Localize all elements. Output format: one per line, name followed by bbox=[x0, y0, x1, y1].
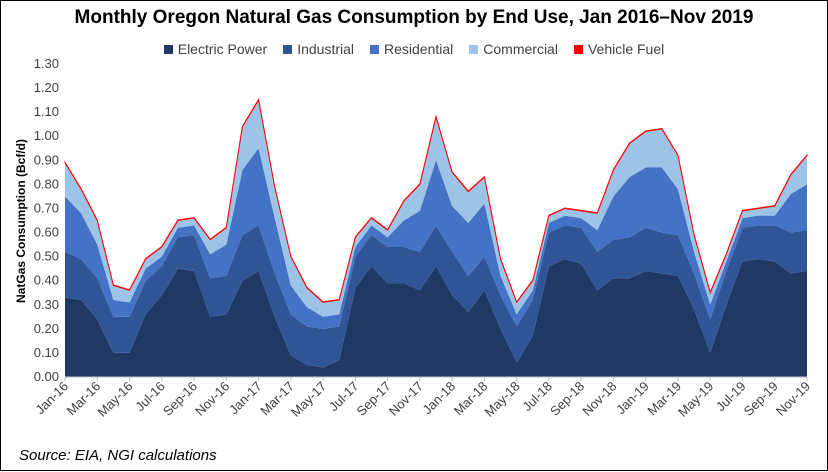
legend-swatch bbox=[163, 44, 173, 54]
y-tick-label: 0.70 bbox=[34, 200, 59, 215]
legend-swatch bbox=[283, 44, 293, 54]
y-tick-label: 0.20 bbox=[34, 321, 59, 336]
x-tick-label: Sep-17 bbox=[353, 379, 393, 419]
y-tick-label: 0.50 bbox=[34, 249, 59, 264]
legend-item-residential: Residential bbox=[370, 41, 453, 57]
legend-swatch bbox=[573, 44, 583, 54]
x-tick-label: Nov-16 bbox=[192, 379, 232, 419]
y-tick-label: 0.90 bbox=[34, 152, 59, 167]
legend-label: Vehicle Fuel bbox=[587, 41, 665, 57]
x-tick-label: Sep-19 bbox=[741, 379, 781, 419]
x-tick-label: May-16 bbox=[94, 379, 135, 420]
legend-label: Residential bbox=[384, 41, 454, 57]
area-residential bbox=[65, 148, 807, 329]
x-tick-label: Nov-18 bbox=[579, 379, 619, 419]
legend-label: Electric Power bbox=[177, 41, 268, 57]
y-tick-label: 0.00 bbox=[34, 369, 59, 384]
legend-item-vehicle-fuel: Vehicle Fuel bbox=[573, 41, 665, 57]
legend-swatch bbox=[469, 44, 479, 54]
legend-item-commercial: Commercial bbox=[469, 41, 558, 57]
area-vehicle-fuel bbox=[64, 98, 808, 304]
area-commercial bbox=[65, 100, 807, 317]
legend-item-electric-power: Electric Power bbox=[163, 41, 268, 57]
y-tick-label: 1.10 bbox=[34, 104, 59, 119]
legend-label: Industrial bbox=[297, 41, 355, 57]
area-electric-power bbox=[65, 259, 807, 377]
x-tick-label: Jan-17 bbox=[226, 379, 265, 418]
legend-label: Commercial bbox=[483, 41, 558, 57]
x-tick-label: Sep-16 bbox=[160, 379, 200, 419]
source-note: Source: EIA, NGI calculations bbox=[19, 447, 217, 464]
legend-swatch bbox=[370, 44, 380, 54]
area-industrial bbox=[65, 225, 807, 368]
legend-item-industrial: Industrial bbox=[283, 41, 354, 57]
y-tick-label: 0.10 bbox=[34, 345, 59, 360]
x-tick-label: Jan-18 bbox=[420, 379, 459, 418]
x-tick-label: Nov-19 bbox=[773, 379, 813, 419]
x-tick-label: May-17 bbox=[288, 379, 329, 420]
y-tick-label: 1.20 bbox=[34, 80, 59, 95]
x-tick-label: Jan-16 bbox=[32, 379, 71, 418]
x-tick-label: Sep-18 bbox=[547, 379, 587, 419]
chart-legend: Electric Power Industrial Residential Comme… bbox=[1, 41, 827, 57]
chart-title: Monthly Oregon Natural Gas Consumption b… bbox=[74, 7, 754, 28]
x-tick-label: May-19 bbox=[675, 379, 716, 420]
x-tick-label: Nov-17 bbox=[386, 379, 426, 419]
y-tick-label: 0.40 bbox=[34, 273, 59, 288]
y-tick-label: 0.80 bbox=[34, 176, 59, 191]
x-tick-label: Jan-19 bbox=[613, 379, 652, 418]
y-tick-label: 1.30 bbox=[34, 56, 59, 71]
y-tick-label: 0.60 bbox=[34, 225, 59, 240]
y-tick-label: 1.00 bbox=[34, 128, 59, 143]
x-tick-label: May-18 bbox=[482, 379, 523, 420]
y-tick-label: 0.30 bbox=[34, 297, 59, 312]
